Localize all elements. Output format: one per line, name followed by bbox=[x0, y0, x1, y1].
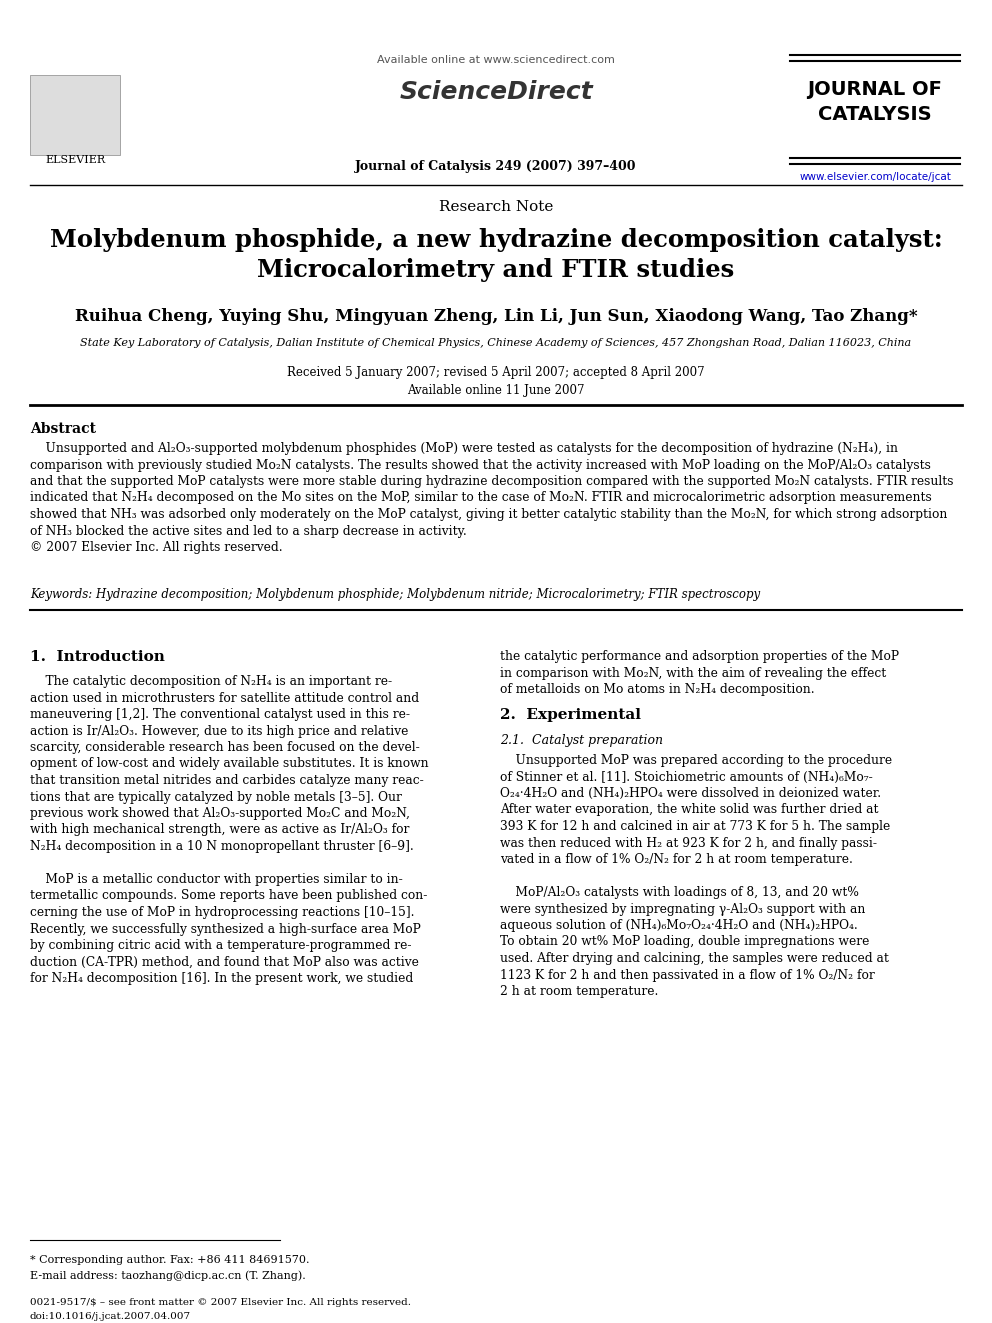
Text: Keywords: Hydrazine decomposition; Molybdenum phosphide; Molybdenum nitride; Mic: Keywords: Hydrazine decomposition; Molyb… bbox=[30, 587, 760, 601]
Text: ELSEVIER: ELSEVIER bbox=[45, 155, 105, 165]
Text: State Key Laboratory of Catalysis, Dalian Institute of Chemical Physics, Chinese: State Key Laboratory of Catalysis, Dalia… bbox=[80, 337, 912, 348]
Text: 0021-9517/$ – see front matter © 2007 Elsevier Inc. All rights reserved.: 0021-9517/$ – see front matter © 2007 El… bbox=[30, 1298, 411, 1307]
Text: JOURNAL OF
CATALYSIS: JOURNAL OF CATALYSIS bbox=[807, 79, 942, 124]
Text: ScienceDirect: ScienceDirect bbox=[399, 79, 593, 105]
Text: Research Note: Research Note bbox=[438, 200, 554, 214]
Text: doi:10.1016/j.jcat.2007.04.007: doi:10.1016/j.jcat.2007.04.007 bbox=[30, 1312, 191, 1320]
Text: 1.  Introduction: 1. Introduction bbox=[30, 650, 165, 664]
Text: Unsupported and Al₂O₃-supported molybdenum phosphides (MoP) were tested as catal: Unsupported and Al₂O₃-supported molybden… bbox=[30, 442, 953, 554]
Text: Abstract: Abstract bbox=[30, 422, 96, 437]
Text: Ruihua Cheng, Yuying Shu, Mingyuan Zheng, Lin Li, Jun Sun, Xiaodong Wang, Tao Zh: Ruihua Cheng, Yuying Shu, Mingyuan Zheng… bbox=[74, 308, 918, 325]
Text: Molybdenum phosphide, a new hydrazine decomposition catalyst:
Microcalorimetry a: Molybdenum phosphide, a new hydrazine de… bbox=[50, 228, 942, 282]
Text: Available online 11 June 2007: Available online 11 June 2007 bbox=[408, 384, 584, 397]
Text: E-mail address: taozhang@dicp.ac.cn (T. Zhang).: E-mail address: taozhang@dicp.ac.cn (T. … bbox=[30, 1270, 306, 1281]
Text: Unsupported MoP was prepared according to the procedure
of Stinner et al. [11]. : Unsupported MoP was prepared according t… bbox=[500, 754, 892, 998]
Text: Received 5 January 2007; revised 5 April 2007; accepted 8 April 2007: Received 5 January 2007; revised 5 April… bbox=[288, 366, 704, 378]
Text: 2.  Experimental: 2. Experimental bbox=[500, 708, 641, 722]
Text: Journal of Catalysis 249 (2007) 397–400: Journal of Catalysis 249 (2007) 397–400 bbox=[355, 160, 637, 173]
Text: * Corresponding author. Fax: +86 411 84691570.: * Corresponding author. Fax: +86 411 846… bbox=[30, 1256, 310, 1265]
Text: Available online at www.sciencedirect.com: Available online at www.sciencedirect.co… bbox=[377, 56, 615, 65]
FancyBboxPatch shape bbox=[30, 75, 120, 155]
Text: The catalytic decomposition of N₂H₄ is an important re-
action used in microthru: The catalytic decomposition of N₂H₄ is a… bbox=[30, 675, 429, 986]
Text: the catalytic performance and adsorption properties of the MoP
in comparison wit: the catalytic performance and adsorption… bbox=[500, 650, 899, 696]
Text: www.elsevier.com/locate/jcat: www.elsevier.com/locate/jcat bbox=[800, 172, 951, 183]
Text: 2.1.  Catalyst preparation: 2.1. Catalyst preparation bbox=[500, 734, 663, 747]
